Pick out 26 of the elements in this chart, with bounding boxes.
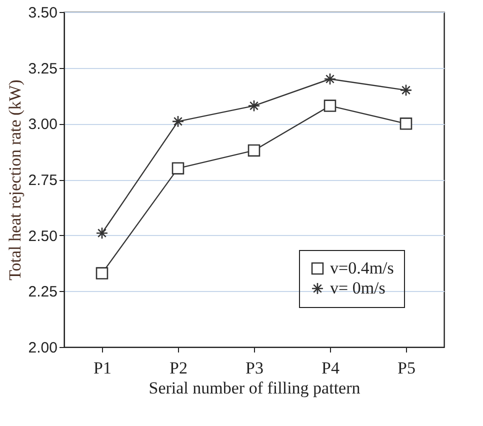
y-tick-label: 3.25 — [28, 60, 58, 78]
y-tick-label: 2.50 — [28, 228, 58, 245]
point — [400, 118, 412, 130]
point — [172, 162, 184, 174]
y-axis-title: Total heat rejection rate (kW) — [5, 80, 24, 280]
x-tick-label: P1 — [94, 358, 112, 378]
x-axis-title: Serial number of filling pattern — [148, 378, 361, 398]
y-tick-label: 2.00 — [28, 340, 58, 356]
point — [96, 226, 108, 240]
point — [324, 100, 336, 112]
x-tick-label: P2 — [170, 358, 188, 378]
point — [324, 72, 336, 86]
point — [96, 267, 108, 280]
y-tick-label: 3.50 — [28, 4, 58, 22]
y-tick-label: 2.25 — [28, 284, 58, 301]
legend-label: v=0.4m/s — [330, 258, 394, 278]
point — [400, 84, 412, 96]
point — [248, 144, 260, 157]
legend-label: v= 0m/s — [330, 278, 386, 298]
point — [172, 115, 184, 128]
x-tick-label: P5 — [398, 358, 416, 378]
point — [248, 100, 260, 112]
x-tick-label: P4 — [322, 358, 340, 378]
x-tick-label: P3 — [246, 358, 264, 378]
y-tick-label: 2.75 — [28, 172, 58, 189]
y-tick-label: 3.00 — [28, 116, 58, 134]
